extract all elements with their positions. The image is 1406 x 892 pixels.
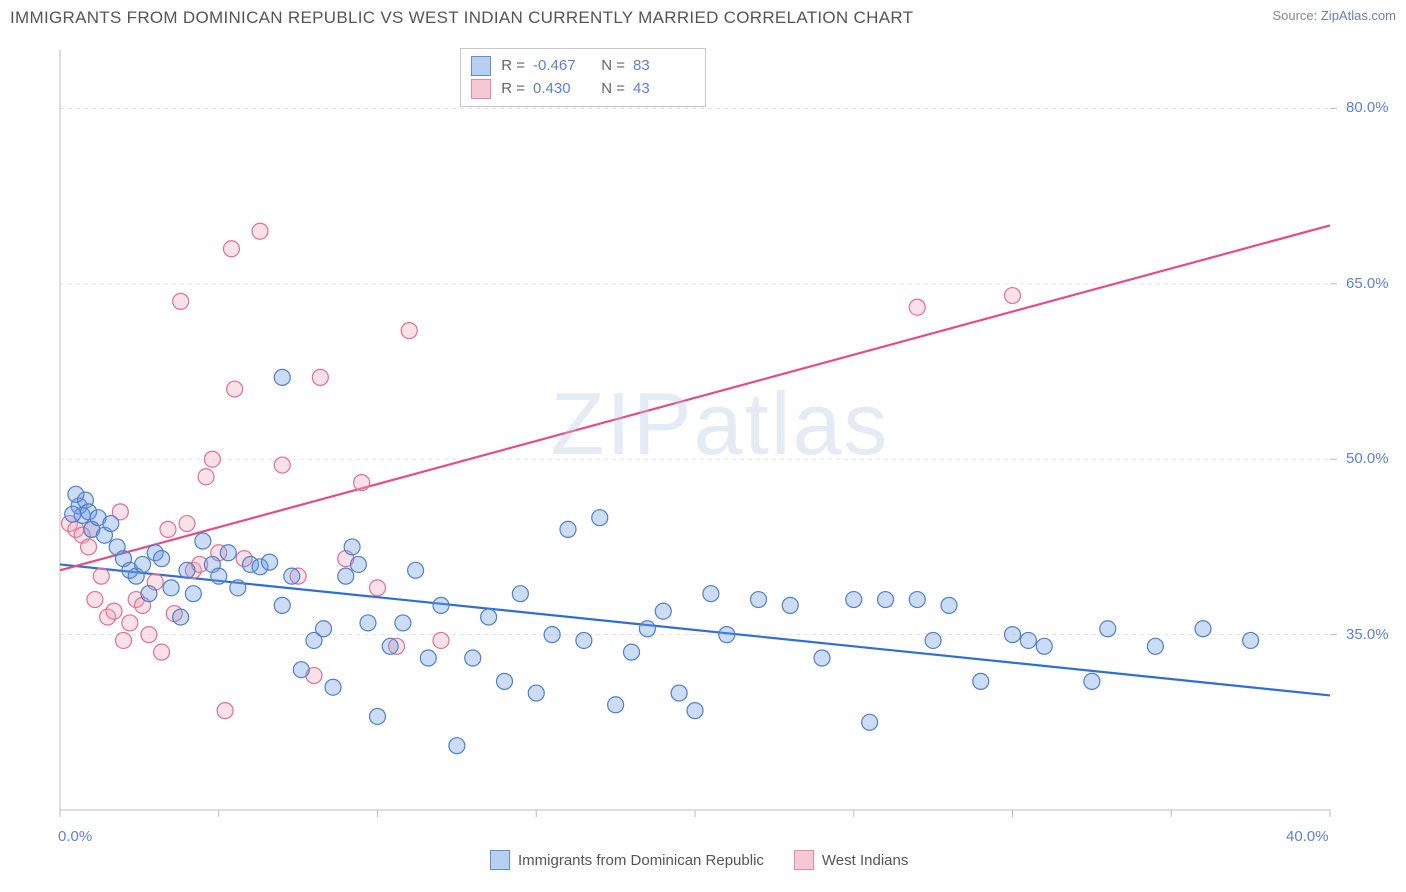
y-tick-label: 65.0% bbox=[1346, 275, 1389, 292]
source-link[interactable]: ZipAtlas.com bbox=[1321, 8, 1396, 23]
stat-n-label: N = bbox=[599, 55, 625, 78]
y-tick-label: 80.0% bbox=[1346, 99, 1389, 116]
legend-label: Immigrants from Dominican Republic bbox=[518, 852, 764, 869]
bottom-legend: Immigrants from Dominican Republic West I… bbox=[490, 850, 908, 870]
legend-swatch bbox=[471, 56, 491, 76]
stats-row: R = 0.430 N = 43 bbox=[471, 78, 691, 101]
stat-r-label: R = bbox=[499, 78, 525, 101]
legend-item: Immigrants from Dominican Republic bbox=[490, 850, 764, 870]
x-tick-label: 0.0% bbox=[58, 828, 92, 845]
legend-item: West Indians bbox=[794, 850, 908, 870]
y-tick-label: 50.0% bbox=[1346, 450, 1389, 467]
stat-n-label: N = bbox=[599, 78, 625, 101]
stats-legend-box: R = -0.467 N = 83 R = 0.430 N = 43 bbox=[460, 48, 706, 107]
stat-r-value: -0.467 bbox=[533, 55, 591, 78]
stat-n-value: 83 bbox=[633, 55, 691, 78]
chart-title: IMMIGRANTS FROM DOMINICAN REPUBLIC VS WE… bbox=[10, 8, 913, 28]
legend-swatch bbox=[490, 850, 510, 870]
chart-area: ZIPatlas bbox=[50, 40, 1390, 840]
stat-r-value: 0.430 bbox=[533, 78, 591, 101]
stat-n-value: 43 bbox=[633, 78, 691, 101]
source-prefix: Source: bbox=[1272, 8, 1320, 23]
legend-label: West Indians bbox=[822, 852, 908, 869]
y-tick-label: 35.0% bbox=[1346, 626, 1389, 643]
header: IMMIGRANTS FROM DOMINICAN REPUBLIC VS WE… bbox=[10, 8, 1396, 28]
stat-r-label: R = bbox=[499, 55, 525, 78]
source-attribution: Source: ZipAtlas.com bbox=[1272, 8, 1396, 23]
stats-row: R = -0.467 N = 83 bbox=[471, 55, 691, 78]
x-tick-label: 40.0% bbox=[1286, 828, 1329, 845]
legend-swatch bbox=[471, 79, 491, 99]
legend-swatch bbox=[794, 850, 814, 870]
scatter-chart bbox=[50, 40, 1390, 840]
